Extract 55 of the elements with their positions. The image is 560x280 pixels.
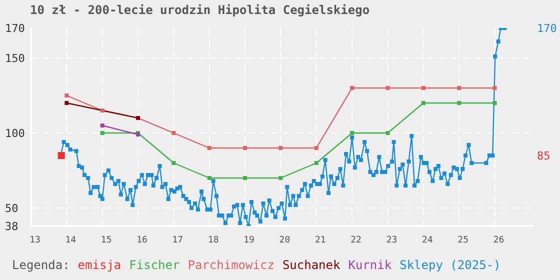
text: Sklepy (2025-) bbox=[400, 258, 501, 272]
point bbox=[314, 161, 318, 165]
x-tick-label: 13 bbox=[30, 235, 40, 246]
point bbox=[172, 161, 176, 165]
point bbox=[58, 152, 65, 159]
text: Fischer bbox=[129, 258, 180, 272]
y-tick-label: 150 bbox=[5, 52, 25, 65]
x-tick-label: 18 bbox=[208, 235, 219, 246]
x-tick-label: 17 bbox=[172, 235, 184, 246]
x-tick-label: 14 bbox=[65, 235, 76, 246]
point bbox=[457, 101, 462, 105]
x-tick-label: 21 bbox=[314, 235, 326, 246]
point bbox=[350, 86, 354, 90]
x-tick-label: 25 bbox=[458, 235, 469, 246]
x-tick-label: 23 bbox=[386, 235, 398, 246]
point bbox=[207, 146, 212, 150]
point bbox=[100, 124, 104, 128]
point bbox=[421, 86, 426, 90]
point bbox=[492, 101, 497, 105]
point bbox=[64, 101, 69, 105]
point bbox=[421, 101, 426, 105]
x-tick-label: 19 bbox=[244, 235, 254, 246]
point bbox=[278, 146, 283, 150]
legend-title: Legenda: bbox=[12, 258, 70, 272]
chart-title: 10 zł - 200-lecie urodzin Hipolita Cegielskiego bbox=[30, 3, 370, 17]
point bbox=[243, 146, 248, 150]
point bbox=[278, 176, 283, 180]
text: 170 bbox=[537, 22, 557, 35]
point bbox=[172, 131, 176, 135]
y-tick-label: 170 bbox=[5, 22, 25, 35]
point bbox=[350, 131, 354, 135]
point bbox=[100, 131, 104, 135]
x-tick-label: 24 bbox=[422, 235, 433, 246]
y-tick-label: 38 bbox=[5, 220, 18, 233]
point bbox=[386, 131, 390, 135]
point bbox=[457, 86, 462, 90]
point bbox=[492, 86, 497, 90]
x-tick-label: 15 bbox=[100, 235, 112, 246]
x-tick-label: 20 bbox=[279, 235, 290, 246]
text: emisja bbox=[78, 258, 122, 272]
point bbox=[243, 176, 248, 180]
x-tick-label: 22 bbox=[350, 235, 362, 246]
x-tick-label: 16 bbox=[136, 235, 148, 246]
point bbox=[64, 94, 69, 98]
text: Parchimowicz bbox=[188, 258, 274, 272]
y-tick-label: 50 bbox=[5, 202, 18, 215]
point bbox=[386, 86, 390, 90]
x-tick-label: 26 bbox=[493, 235, 504, 246]
y-tick-label: 100 bbox=[5, 126, 25, 140]
text: Kurnik bbox=[348, 258, 392, 272]
point bbox=[100, 108, 104, 112]
text: 85 bbox=[537, 149, 550, 162]
point bbox=[207, 176, 212, 180]
text: Suchanek bbox=[282, 258, 340, 272]
point bbox=[314, 146, 318, 150]
